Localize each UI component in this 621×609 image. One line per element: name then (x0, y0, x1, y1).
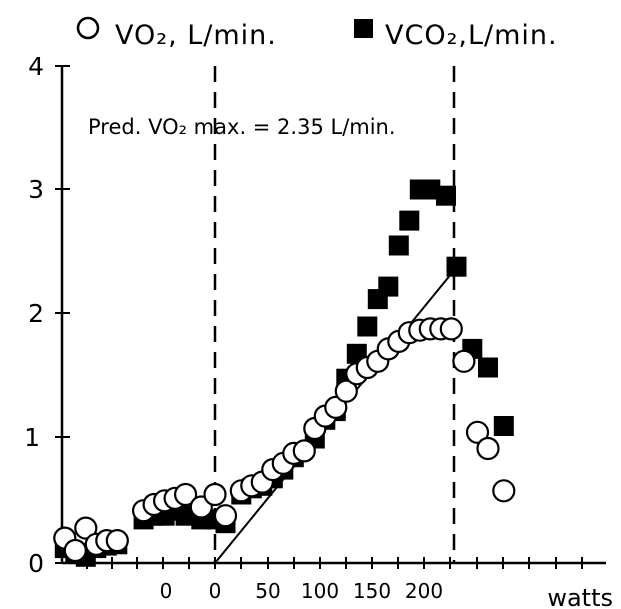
y-tick-label-3: 3 (28, 175, 44, 204)
x-tick-label-100: 100 (301, 579, 339, 603)
x-tick-label-rest-0: 0 (160, 579, 173, 603)
y-tick-4: 4 (28, 52, 70, 81)
vo2-point-37 (476, 436, 500, 461)
legend-marker-vo2 (76, 16, 100, 40)
legend: VO₂, L/min. VCO₂,L/min. (76, 16, 558, 51)
vo2-point-12 (203, 482, 227, 507)
x-axis-label: watts (547, 584, 613, 609)
x-tick-label-50: 50 (255, 579, 280, 603)
x-tick-label-0: 0 (209, 579, 222, 603)
vco2-point-27 (378, 276, 399, 297)
vo2-point-20 (292, 439, 316, 463)
series-vco2 (54, 179, 514, 567)
vco2-point-36 (493, 416, 514, 436)
vco2-point-25 (357, 316, 378, 337)
annotation-predicted-vo2max: Pred. VO₂ max. = 2.35 L/min. (88, 115, 396, 139)
x-tick-label-200: 200 (405, 579, 443, 603)
y-tick-label-0: 0 (28, 549, 44, 578)
vco2-point-33 (446, 256, 467, 277)
y-tick-label-2: 2 (28, 299, 44, 328)
vco2-point-35 (478, 357, 498, 378)
vco2-point-28 (388, 235, 409, 256)
y-tick-label-1: 1 (24, 423, 40, 452)
vo2-point-1 (63, 538, 87, 563)
y-tick-label-4: 4 (28, 52, 44, 81)
legend-label-vco2: VCO₂,L/min. (385, 20, 558, 51)
vo2-point-35 (452, 349, 476, 373)
legend-label-vo2: VO₂, L/min. (115, 20, 277, 51)
series-vo2 (53, 317, 516, 563)
vo2-point-34 (439, 317, 463, 341)
vo2-point-36 (465, 420, 490, 444)
vo2-point-23 (324, 395, 348, 419)
x-tick-label-150: 150 (353, 579, 391, 603)
vo2-point-24 (334, 379, 358, 403)
vo2-point-2 (74, 516, 98, 540)
legend-marker-vco2 (354, 19, 373, 38)
y-tick-2: 2 (28, 299, 70, 328)
vo2-point-10 (174, 482, 198, 507)
vo2-point-13 (213, 504, 238, 528)
vco2-point-31 (420, 179, 441, 200)
vo2-point-5 (105, 528, 129, 553)
vco2-point-32 (436, 185, 456, 206)
vco2-point-29 (399, 210, 420, 231)
y-tick-1: 1 (24, 423, 70, 452)
x-ticks (86, 557, 583, 569)
vo2-point-38 (492, 479, 516, 503)
y-tick-3: 3 (28, 175, 70, 204)
